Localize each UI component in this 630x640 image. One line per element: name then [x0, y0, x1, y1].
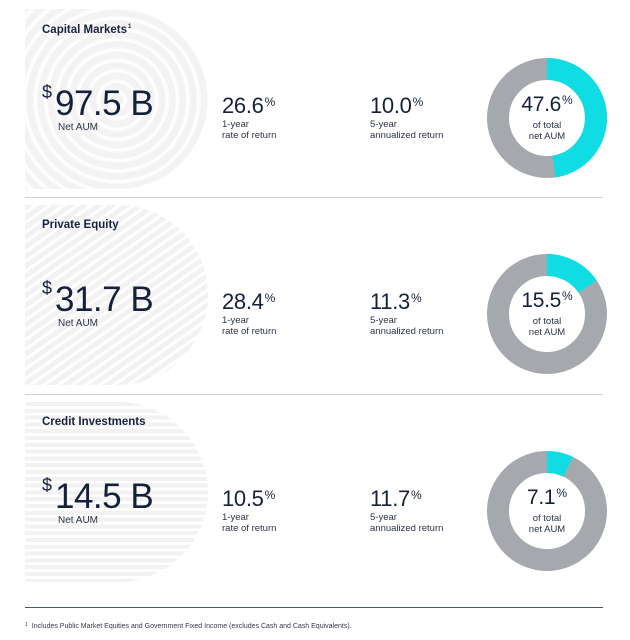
one-year-return-number: 10.5: [222, 486, 264, 511]
label-line: net AUM: [528, 326, 566, 338]
five-year-return-number: 10.0: [370, 93, 412, 118]
share-label: of total net AUM: [485, 120, 609, 142]
section-title: Capital Markets1: [42, 24, 131, 37]
label-line: rate of return: [222, 522, 277, 534]
donut-share-arc: [487, 254, 607, 374]
share-label: of total net AUM: [485, 513, 609, 535]
net-aum-value: 97.5 B: [55, 84, 154, 123]
percent-sign: %: [562, 93, 573, 107]
one-year-return-label: 1-year rate of return: [222, 512, 277, 534]
label-line: net AUM: [528, 523, 566, 535]
diagonal-stripes-pattern: [25, 205, 208, 385]
footnote-marker: 1: [128, 24, 132, 30]
one-year-return-label: 1-year rate of return: [222, 119, 277, 141]
net-aum-value: 14.5 B: [55, 477, 154, 516]
label-line: 1-year: [222, 119, 249, 130]
footnote-marker: 1: [25, 622, 28, 628]
share-number: 47.6: [521, 93, 561, 116]
label-line: rate of return: [222, 129, 277, 141]
net-aum-label: Net AUM: [58, 515, 99, 526]
five-year-return-label: 5-year annualized return: [370, 119, 444, 141]
five-year-return-value: 10.0%: [370, 95, 423, 117]
label-line: rate of return: [222, 325, 277, 337]
section-title: Private Equity: [42, 219, 119, 232]
label-line: 5-year: [370, 119, 397, 130]
share-number: 15.5: [521, 289, 561, 312]
label-line: 5-year: [370, 315, 397, 326]
five-year-return-label: 5-year annualized return: [370, 512, 444, 534]
section-title-text: Credit Investments: [42, 416, 146, 428]
percent-sign: %: [264, 488, 276, 502]
currency-symbol: $: [42, 82, 53, 102]
currency-symbol: $: [42, 475, 53, 495]
one-year-return-label: 1-year rate of return: [222, 315, 277, 337]
section-title: Credit Investments: [42, 416, 146, 429]
five-year-return-number: 11.3: [370, 289, 410, 314]
donut-share-arc: [487, 58, 607, 178]
label-line: annualized return: [370, 522, 444, 534]
five-year-return-number: 11.7: [370, 486, 410, 511]
net-aum-label: Net AUM: [58, 318, 99, 329]
share-value: 15.5%: [485, 290, 609, 311]
label-line: of total: [532, 513, 562, 524]
label-line: annualized return: [370, 129, 444, 141]
section-divider: [25, 394, 603, 395]
footer-rule: [25, 607, 603, 608]
label-line: annualized return: [370, 325, 444, 337]
percent-sign: %: [411, 291, 422, 305]
share-number: 7.1: [527, 486, 556, 509]
percent-sign: %: [412, 95, 424, 109]
one-year-return-value: 28.4%: [222, 291, 275, 313]
five-year-return-label: 5-year annualized return: [370, 315, 444, 337]
label-line: 5-year: [370, 512, 397, 523]
currency-symbol: $: [42, 278, 53, 298]
section-capital-markets: Capital Markets1 $ 97.5 B Net AUM 26.6% …: [0, 0, 630, 196]
label-line: of total: [532, 120, 562, 131]
one-year-return-value: 10.5%: [222, 488, 275, 510]
section-private-equity: Private Equity $ 31.7 B Net AUM 28.4% 1-…: [0, 196, 630, 392]
section-divider: [25, 197, 603, 198]
net-aum-label: Net AUM: [58, 122, 99, 133]
percent-sign: %: [556, 486, 567, 500]
share-label: of total net AUM: [485, 316, 609, 338]
five-year-return-value: 11.7%: [370, 488, 422, 510]
one-year-return-number: 28.4: [222, 289, 264, 314]
label-line: net AUM: [528, 130, 566, 142]
percent-sign: %: [562, 289, 573, 303]
share-donut-chart: [487, 254, 607, 374]
footnote: 1 Includes Public Market Equities and Gov…: [25, 622, 352, 631]
footnote-text: Includes Public Market Equities and Gove…: [31, 623, 352, 630]
one-year-return-number: 26.6: [222, 93, 264, 118]
percent-sign: %: [411, 488, 422, 502]
five-year-return-value: 11.3%: [370, 291, 422, 313]
section-title-text: Private Equity: [42, 219, 119, 231]
one-year-return-value: 26.6%: [222, 95, 275, 117]
share-value: 7.1%: [485, 487, 609, 508]
horizontal-stripes-pattern: [25, 402, 208, 582]
section-title-text: Capital Markets: [42, 24, 128, 36]
share-donut-chart: [487, 58, 607, 178]
percent-sign: %: [264, 95, 276, 109]
share-value: 47.6%: [485, 94, 609, 115]
concentric-rings-pattern: [25, 9, 208, 189]
percent-sign: %: [264, 291, 276, 305]
net-aum-value: 31.7 B: [55, 280, 154, 319]
label-line: 1-year: [222, 512, 249, 523]
donut-base-ring: [487, 451, 607, 571]
share-donut-chart: [487, 451, 607, 571]
label-line: 1-year: [222, 315, 249, 326]
label-line: of total: [532, 316, 562, 327]
donut-share-arc: [487, 451, 607, 571]
section-credit-investments: Credit Investments $ 14.5 B Net AUM 10.5…: [0, 393, 630, 589]
